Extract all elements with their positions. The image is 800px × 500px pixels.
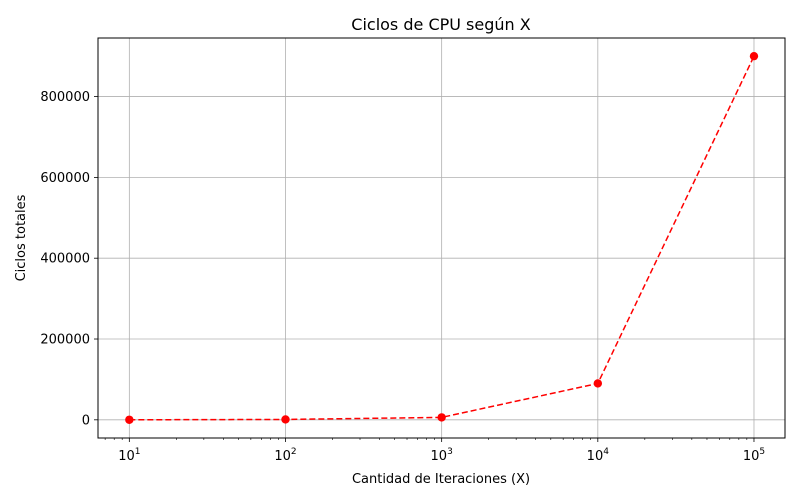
data-point (749, 51, 759, 61)
x-tick-label: 103 (431, 447, 453, 464)
x-axis: 101 102 103 104 105 (104, 438, 765, 464)
data-point (125, 415, 134, 424)
y-axis-label: Ciclos totales (14, 194, 29, 281)
x-tick-label: 105 (743, 447, 765, 464)
y-tick-label: 800000 (40, 90, 90, 105)
y-axis: 0 200000 400000 600000 800000 (40, 90, 98, 428)
x-tick-label: 102 (274, 447, 296, 464)
data-point (593, 379, 603, 388)
grid (98, 38, 785, 438)
y-tick-label: 0 (82, 413, 90, 428)
y-tick-label: 400000 (40, 252, 90, 267)
x-tick-label: 104 (587, 447, 610, 464)
series-layer (125, 51, 759, 424)
x-tick-label: 101 (118, 447, 140, 464)
data-point (437, 413, 446, 422)
x-axis-label: Cantidad de Iteraciones (X) (352, 472, 530, 487)
data-point (281, 415, 290, 424)
series-line (129, 55, 755, 421)
y-tick-label: 600000 (40, 171, 90, 186)
y-tick-label: 200000 (40, 333, 90, 348)
chart-title: Ciclos de CPU según X (351, 15, 530, 34)
